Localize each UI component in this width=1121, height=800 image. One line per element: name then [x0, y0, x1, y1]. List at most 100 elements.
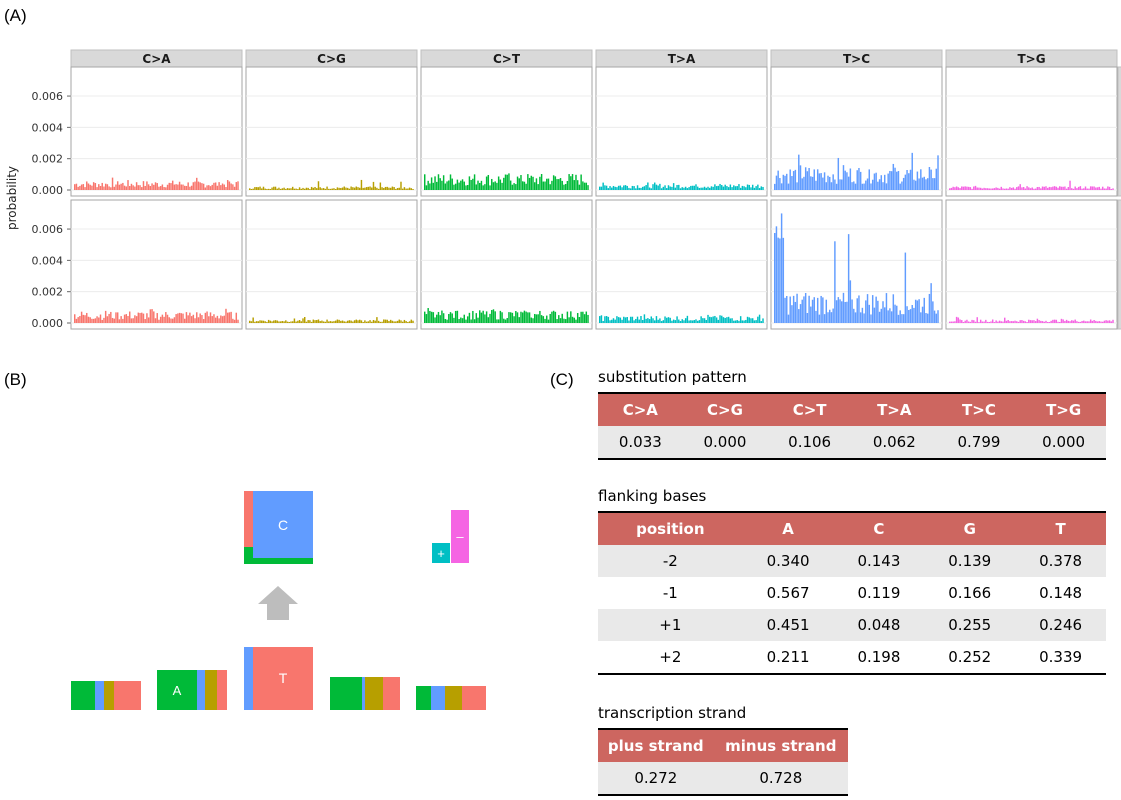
- bar: [1038, 186, 1040, 190]
- bar: [158, 186, 160, 190]
- bar: [741, 320, 744, 323]
- bar: [561, 313, 563, 323]
- bar: [923, 297, 925, 323]
- bar: [427, 180, 429, 190]
- bar: [1110, 321, 1113, 323]
- bar: [575, 174, 577, 190]
- bar: [825, 182, 828, 190]
- bar: [841, 179, 843, 190]
- y-tick-label: 0.006: [32, 223, 64, 236]
- bar: [489, 313, 491, 323]
- bar: [717, 185, 720, 190]
- bar: [257, 187, 260, 190]
- bar: [166, 184, 169, 190]
- bar: [816, 169, 819, 190]
- bar: [298, 187, 301, 190]
- strand-table-title: transcription strand: [598, 704, 747, 722]
- bar: [890, 311, 893, 323]
- bar: [1029, 188, 1032, 190]
- bar: [1041, 186, 1044, 190]
- bar: [803, 296, 805, 323]
- bar: [666, 317, 668, 323]
- bar: [515, 184, 517, 190]
- bar: [866, 294, 869, 323]
- bar: [267, 188, 270, 190]
- bar: [137, 185, 140, 190]
- bar: [949, 321, 951, 323]
- bar: [918, 299, 920, 323]
- bar: [156, 183, 158, 190]
- bar: [214, 182, 217, 190]
- bar: [993, 188, 996, 190]
- bar: [1005, 188, 1008, 190]
- bar: [1046, 187, 1049, 190]
- bar: [384, 186, 387, 190]
- bar: [192, 314, 195, 323]
- bar: [959, 188, 961, 190]
- bar: [346, 187, 349, 190]
- bar: [185, 312, 188, 323]
- bar: [333, 188, 335, 190]
- bar: [403, 187, 406, 190]
- mutated-base-letter: C: [278, 517, 288, 533]
- bar: [935, 168, 938, 190]
- bar: [396, 320, 399, 323]
- bar: [823, 172, 826, 190]
- bar: [446, 181, 448, 190]
- bar: [369, 186, 371, 190]
- bar: [441, 310, 443, 323]
- bar: [925, 179, 927, 190]
- bar: [252, 188, 254, 190]
- flank-header-3: G: [963, 520, 976, 538]
- bar: [640, 316, 642, 323]
- flank-minus1-box: A: [157, 670, 227, 710]
- bar: [187, 315, 189, 323]
- bar: [762, 318, 764, 323]
- bar: [1045, 320, 1047, 323]
- bar: [990, 321, 992, 323]
- bar: [322, 321, 325, 323]
- bar: [626, 317, 628, 323]
- bar: [177, 313, 179, 323]
- bar: [818, 173, 821, 190]
- sub-value-4: 0.799: [957, 433, 1001, 451]
- bar: [484, 184, 486, 190]
- bar: [371, 321, 373, 323]
- bar: [619, 185, 622, 190]
- bar: [877, 300, 879, 323]
- bar: [835, 300, 838, 323]
- bar: [264, 188, 266, 190]
- bar: [587, 185, 589, 190]
- bar: [135, 182, 138, 190]
- bar: [142, 313, 145, 323]
- bar: [549, 184, 551, 190]
- bar: [1103, 320, 1106, 323]
- bar: [578, 317, 581, 323]
- bar: [506, 318, 508, 323]
- bar: [479, 310, 481, 323]
- bar: [961, 320, 963, 323]
- panel-label-c: (C): [550, 370, 574, 389]
- strand-minus-bar: [451, 510, 469, 563]
- bar: [552, 310, 555, 323]
- bar: [120, 316, 122, 323]
- bar: [638, 319, 640, 323]
- bar: [561, 180, 563, 190]
- flank-plus2-box: [416, 686, 486, 710]
- y-tick-label: 0.002: [32, 286, 64, 299]
- bar: [376, 317, 378, 323]
- bar: [988, 321, 990, 323]
- bar: [331, 321, 333, 323]
- bar: [235, 312, 238, 323]
- bar: [74, 184, 76, 190]
- bar: [473, 319, 476, 323]
- bar: [834, 241, 836, 323]
- bar: [154, 318, 157, 323]
- facet-bar-chart: C>AC>GC>TT>AT>CT>Gplus0.0000.0020.0040.0…: [5, 49, 1121, 330]
- flanking-table-wrap: flanking bases position A C G T -2 0.340…: [598, 487, 1106, 675]
- y-tick-label: 0.002: [32, 153, 64, 166]
- bar: [955, 186, 958, 190]
- bar: [86, 181, 88, 190]
- bar: [782, 174, 785, 190]
- bar: [466, 185, 469, 190]
